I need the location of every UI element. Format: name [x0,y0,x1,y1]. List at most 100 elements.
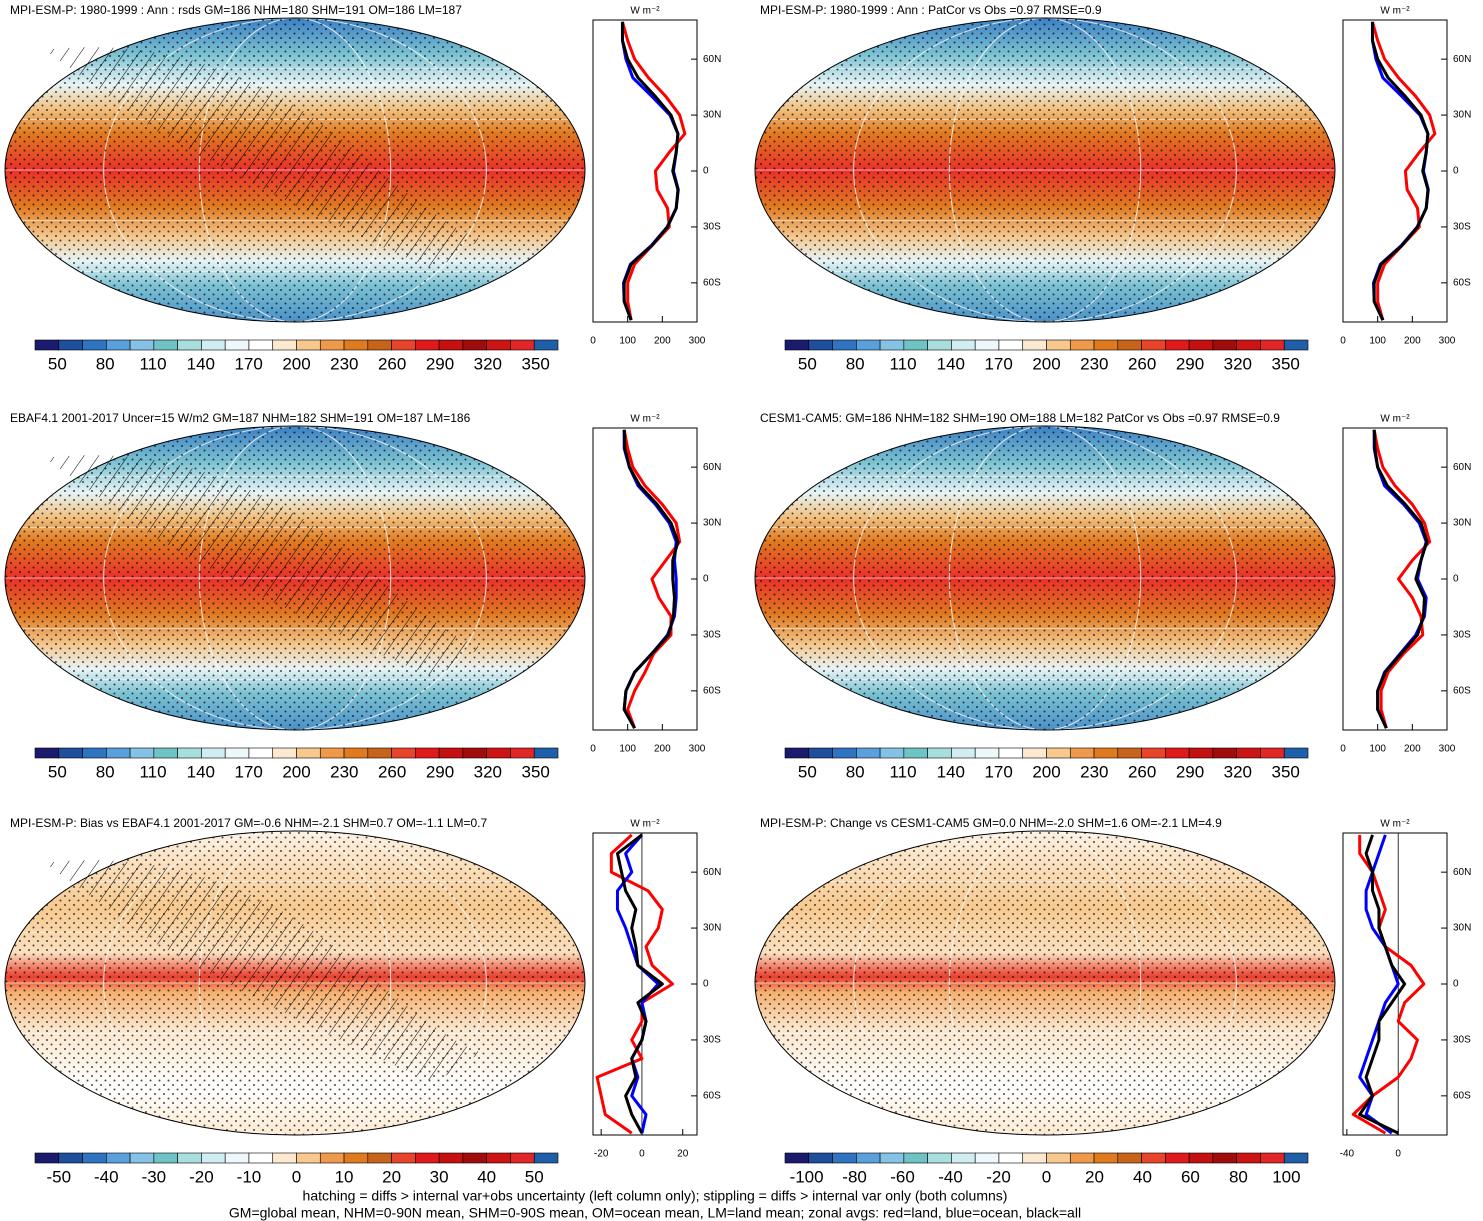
y-tick-label: 60S [703,685,721,696]
profile-frame [592,832,698,1136]
y-tick-label: 30S [1453,222,1471,233]
colorbar-label: 60 [1181,1167,1200,1186]
zonal-line [615,833,660,1134]
colorbar-label: 290 [426,354,454,373]
colorbar-box [1117,747,1142,759]
panel: CESM1-CAM5: GM=186 NHM=182 SHM=190 OM=18… [754,411,1471,781]
zonal-line [622,429,680,729]
colorbar-label: 170 [234,762,262,781]
colorbar-box [927,1152,952,1164]
colorbar-box [856,339,881,351]
colorbar-box [879,747,905,759]
map-border [4,830,586,1136]
colorbar-label: -20 [986,1167,1011,1186]
colorbar-label: 260 [378,762,406,781]
colorbar-box [106,339,131,351]
colorbar-box [1022,747,1047,759]
y-tick-label: 30S [1453,630,1471,641]
colorbar-box [951,1152,976,1164]
colorbar-box [510,747,535,759]
zonal-line [1358,834,1400,1135]
colorbar-box [201,339,226,351]
colorbar-box [533,1152,559,1164]
colorbar-label: 80 [846,354,865,373]
colorbar-box [1046,1152,1071,1164]
colorbar-box [1093,339,1119,351]
colorbar-box [106,1152,131,1164]
y-tick-label: 30N [1453,923,1471,934]
colorbar-label: 200 [282,354,310,373]
colorbar-box [1165,339,1190,351]
y-tick-label: 0 [703,979,709,990]
colorbar-box [903,747,928,759]
y-tick-label: 60S [703,1090,721,1101]
x-tick-label: 200 [654,336,671,347]
colorbar-box [462,747,487,759]
colorbar-box [1022,339,1047,351]
colorbar-box [1283,1152,1309,1164]
colorbar-box [1188,1152,1214,1164]
colorbar-label: -80 [842,1167,867,1186]
y-tick-label: 0 [703,166,709,177]
colorbar-box [82,1152,107,1164]
colorbar-box [177,339,202,351]
panel-title: MPI-ESM-P: 1980-1999 : Ann : rsds GM=186… [10,3,462,17]
colorbar-box [34,339,60,351]
colorbar-box [343,1152,369,1164]
colorbar-label: 170 [234,354,262,373]
colorbar-box [1165,747,1190,759]
colorbar-label: -40 [938,1167,963,1186]
colorbar-box [903,339,928,351]
colorbar-box [533,339,559,351]
colorbar-box [856,747,881,759]
colorbar-label: 80 [96,354,115,373]
colorbar-label: 40 [477,1167,496,1186]
panel-title: CESM1-CAM5: GM=186 NHM=182 SHM=190 OM=18… [760,411,1280,425]
colorbar-box [129,339,155,351]
colorbar-box [82,747,107,759]
y-tick-label: 30N [1453,518,1471,529]
panel-title: EBAF4.1 2001-2017 Uncer=15 W/m2 GM=187 N… [10,411,471,425]
colorbar-box [1141,1152,1166,1164]
profile-frame [1342,832,1448,1136]
colorbar-box [1283,339,1309,351]
colorbar-box [438,1152,464,1164]
map-stipple [755,18,1335,322]
colorbar-box [224,339,250,351]
x-tick-label: 0 [590,744,596,755]
colorbar-box [1069,1152,1095,1164]
zonal-line [1371,21,1437,321]
colorbar-box [1117,1152,1142,1164]
colorbar-box [1236,1152,1261,1164]
colorbar-label: 140 [187,762,215,781]
colorbar-label: 0 [292,1167,301,1186]
colorbar-box [153,747,178,759]
x-tick-label: 300 [689,744,706,755]
y-tick-label: 0 [1453,166,1459,177]
colorbar-box [201,747,226,759]
map-border [4,17,586,323]
x-tick-label: 300 [1439,744,1456,755]
y-tick-label: 0 [1453,574,1459,585]
map-border [4,425,586,731]
colorbar-box [951,747,976,759]
map-border [754,830,1336,1136]
colorbar-box [1093,1152,1119,1164]
x-tick-label: 300 [689,336,706,347]
colorbar-box [367,1152,392,1164]
x-tick-label: 100 [1369,336,1386,347]
map-hatching [45,47,495,271]
colorbar-label: -50 [46,1167,71,1186]
panel: MPI-ESM-P: Bias vs EBAF4.1 2001-2017 GM=… [4,816,721,1186]
x-tick-label: 100 [619,336,636,347]
colorbar-label: 50 [48,354,67,373]
colorbar-label: 30 [430,1167,449,1186]
colorbar-box [1212,1152,1237,1164]
colorbar-box [879,339,905,351]
colorbar-box [248,339,274,351]
x-tick-label: 20 [677,1149,689,1160]
y-tick-label: 60S [1453,685,1471,696]
zonal-line [615,833,664,1134]
colorbar-box [832,1152,857,1164]
colorbar-box [1093,747,1119,759]
